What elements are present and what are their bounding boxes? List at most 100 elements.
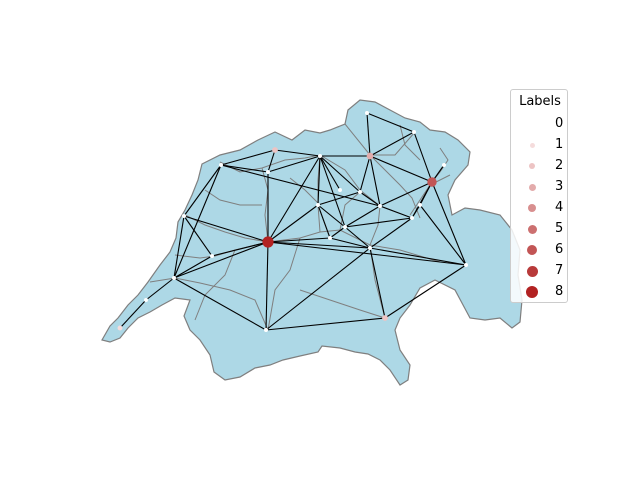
graph-edge (173, 255, 213, 279)
graph-edge (267, 237, 331, 243)
legend-label: 0 (555, 116, 564, 131)
legend-item: 5 (511, 219, 569, 239)
graph-edge (317, 204, 331, 239)
legend-marker (526, 286, 538, 298)
graph-node (418, 203, 422, 207)
graph-edge (359, 191, 381, 207)
legend-marker (529, 163, 535, 169)
graph-edge (369, 247, 467, 266)
graph-edge (173, 277, 267, 331)
graph-node (210, 254, 214, 258)
graph-edge (267, 155, 321, 173)
legend-title: Labels (519, 94, 561, 109)
graph-edge (344, 217, 413, 228)
graph-edge (267, 241, 371, 249)
graph-edge (359, 155, 371, 193)
legend-label: 3 (555, 179, 564, 194)
graph-edge (183, 215, 269, 243)
legend-item: 2 (511, 156, 569, 176)
legend-label: 4 (555, 200, 564, 215)
graph-edge (317, 191, 361, 206)
graph-edge (173, 164, 222, 279)
graph-edge (267, 241, 467, 266)
graph-node (378, 204, 382, 208)
legend-marker (526, 265, 538, 277)
graph-edge (267, 149, 276, 173)
graph-edge (344, 205, 381, 228)
country-outline (101, 99, 523, 386)
graph-edge (366, 112, 371, 157)
graph-edge (369, 155, 381, 207)
legend-item: 3 (511, 177, 569, 197)
graph-edge (211, 241, 269, 257)
legend-item: 7 (511, 261, 569, 281)
legend-label: 2 (555, 158, 564, 173)
legend-label: 7 (555, 263, 564, 278)
graph-node (365, 111, 369, 115)
graph-edge (267, 155, 321, 243)
graph-edge (369, 247, 386, 319)
legend: Labels 0 1 2 3 4 5 6 7 8 (510, 89, 568, 303)
graph-edge (220, 164, 381, 207)
graph-edge (369, 131, 415, 157)
graph-node (182, 214, 186, 218)
graph-edge (419, 204, 467, 266)
graph-edge (379, 181, 433, 207)
legend-item: 1 (511, 135, 569, 155)
graph-nodes (117, 111, 468, 332)
graph-node (358, 190, 362, 194)
graph-node (464, 263, 468, 267)
graph-node (410, 216, 414, 220)
graph-edge (267, 204, 319, 243)
graph-node (382, 315, 388, 321)
graph-edge (220, 149, 276, 166)
legend-marker (528, 204, 536, 212)
graph-node (272, 147, 278, 153)
graph-edge (220, 164, 269, 173)
graph-edge (413, 131, 433, 183)
graph-node (366, 152, 374, 160)
graph-edge (366, 112, 415, 133)
graph-node (266, 170, 270, 174)
graph-node (117, 325, 123, 331)
graph-node (264, 328, 268, 332)
graph-edge (319, 155, 346, 228)
graph-node (172, 276, 176, 280)
legend-marker (527, 245, 537, 255)
graph-node (343, 225, 347, 229)
legend-marker (529, 142, 535, 148)
legend-label: 6 (555, 242, 564, 257)
legend-label: 5 (555, 221, 564, 236)
legend-item: 8 (511, 282, 569, 302)
graph-node (427, 177, 437, 187)
graph-edge (344, 226, 371, 249)
graph-edge (379, 205, 413, 219)
graph-node (368, 246, 372, 250)
graph-edge (265, 247, 371, 331)
legend-label: 1 (555, 137, 564, 152)
graph-edges (119, 112, 467, 331)
graph-edge (411, 204, 421, 219)
legend-label: 8 (555, 284, 564, 299)
graph-edge (145, 277, 175, 301)
legend-marker (527, 224, 537, 234)
graph-edge (369, 155, 433, 183)
graph-node (262, 236, 274, 248)
legend-marker (528, 183, 536, 191)
graph-edge (317, 204, 346, 228)
graph-edge (274, 149, 321, 157)
graph-edge (431, 181, 467, 266)
graph-node (328, 236, 332, 240)
legend-item: 4 (511, 198, 569, 218)
graph-edge (319, 155, 341, 191)
graph-edge (265, 317, 386, 331)
graph-node (412, 130, 416, 134)
legend-item: 6 (511, 240, 569, 260)
legend-item: 0 (511, 114, 569, 134)
graph-node (442, 163, 446, 167)
graph-node (316, 203, 320, 207)
graph-node (338, 188, 342, 192)
graph-node (219, 163, 223, 167)
graph-edge (265, 241, 269, 331)
